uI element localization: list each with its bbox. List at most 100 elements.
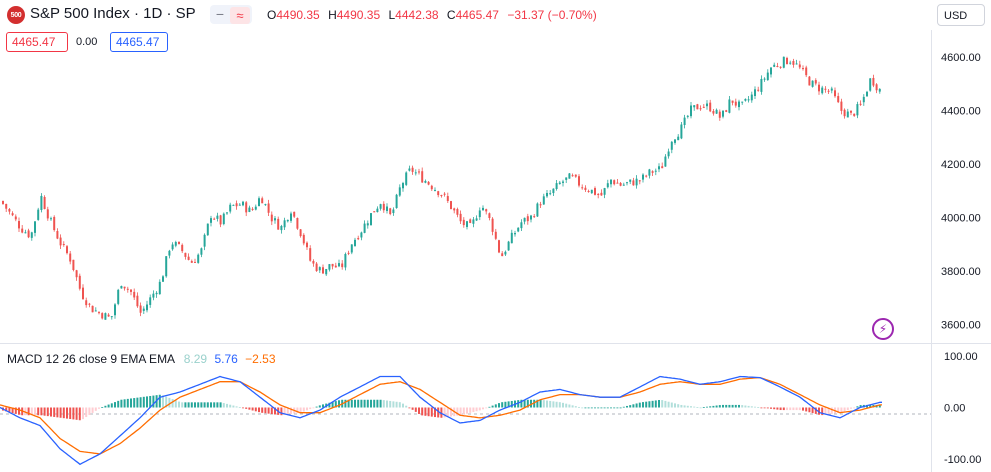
candle-body (440, 195, 443, 197)
candle-body (622, 184, 625, 186)
waves-icon[interactable]: ≈ (230, 6, 250, 24)
histogram-bar (408, 407, 411, 409)
histogram-bar (315, 406, 318, 408)
histogram-bar (363, 399, 366, 408)
histogram-bar (619, 407, 622, 409)
histogram-bar (158, 394, 161, 408)
candle-body (766, 72, 769, 81)
histogram-bar (126, 398, 129, 408)
candle-body (219, 215, 222, 225)
histogram-bar (66, 407, 68, 419)
histogram-bar (699, 407, 702, 409)
candle-body (702, 106, 705, 108)
histogram-bar (91, 407, 94, 413)
histogram-bar (389, 400, 392, 408)
collapse-minus-icon[interactable]: − (215, 6, 225, 22)
histogram-bar (181, 402, 184, 408)
candle-body (226, 212, 228, 214)
histogram-bar (402, 403, 404, 408)
histogram-bar (8, 407, 11, 413)
lightning-icon[interactable]: ⚡ (872, 318, 894, 340)
candle-body (530, 215, 532, 220)
macd-legend[interactable]: MACD 12 26 close 9 EMA EMA 8.29 5.76 −2.… (7, 352, 276, 366)
histogram-bar (510, 400, 513, 408)
candle-body (789, 62, 792, 64)
candle-body (837, 96, 840, 103)
candle-body (504, 251, 507, 255)
symbol-title[interactable]: S&P 500 Index · 1D · SP (30, 5, 196, 22)
histogram-bar (504, 401, 507, 408)
histogram-bar (770, 407, 772, 409)
candle-body (536, 203, 539, 217)
candle-body (171, 244, 174, 250)
histogram-bar (75, 407, 78, 420)
macd-histogram (2, 394, 881, 421)
candle-body (389, 208, 392, 215)
histogram-bar (11, 407, 14, 414)
candle-body (616, 182, 619, 184)
histogram-bar (46, 407, 49, 417)
histogram-bar (146, 396, 148, 408)
candle-body (398, 187, 401, 196)
ask-price-button[interactable]: 4465.47 (110, 32, 168, 52)
candle-body (363, 223, 366, 233)
legend-toggle[interactable]: − ≈ (210, 5, 252, 24)
histogram-bar (718, 405, 721, 408)
histogram-bar (475, 407, 478, 412)
close-value: 4465.47 (455, 8, 499, 22)
histogram-bar (123, 399, 126, 408)
histogram-bar (251, 407, 254, 411)
histogram-bar (792, 407, 795, 411)
histogram-bar (498, 403, 500, 408)
candle-body (798, 64, 801, 68)
candle-body (520, 222, 523, 229)
histogram-bar (600, 407, 603, 409)
candle-body (341, 263, 344, 268)
histogram-bar (616, 407, 619, 409)
currency-selector[interactable]: USD (937, 4, 985, 26)
histogram-bar (379, 399, 382, 408)
price-tick-label: 4400.00 (941, 105, 981, 117)
candle-body (40, 195, 43, 210)
histogram-bar (306, 407, 308, 411)
candle-body (808, 76, 811, 86)
bid-price-button[interactable]: 4465.47 (6, 32, 68, 52)
histogram-bar (139, 397, 142, 408)
histogram-bar (450, 407, 452, 417)
histogram-bar (53, 407, 56, 417)
candle-body (507, 241, 510, 251)
candle-body (606, 183, 609, 188)
histogram-bar (757, 407, 760, 408)
candle-body (56, 231, 59, 239)
histogram-bar (85, 407, 88, 418)
histogram-bar (712, 405, 715, 408)
candle-body (600, 192, 603, 196)
histogram-bar (286, 407, 289, 415)
macd-axis[interactable]: 100.00 0.00 -100.00 (944, 351, 981, 466)
candle-body (82, 287, 84, 299)
candle-body (501, 253, 504, 257)
candle-body (418, 171, 420, 173)
histogram-bar (203, 402, 206, 408)
candle-body (664, 156, 667, 167)
ohlc-values: O4490.35 H4490.35 L4442.38 C4465.47 −31.… (267, 8, 597, 22)
candle-body (683, 117, 686, 126)
histogram-bar (667, 401, 670, 408)
candle-body (344, 253, 347, 268)
candle-body (744, 98, 747, 101)
price-axis[interactable]: 4600.00 4400.00 4200.00 4000.00 3800.00 3600.… (941, 52, 981, 332)
histogram-bar (610, 407, 612, 409)
candle-body (187, 256, 190, 260)
histogram-bar (754, 406, 756, 408)
candle-body (862, 96, 865, 103)
candle-body (715, 109, 718, 114)
candle-body (350, 244, 353, 253)
histogram-bar (642, 402, 644, 408)
candle-body (312, 260, 315, 264)
histogram-bar (98, 407, 100, 409)
candle-body (776, 66, 779, 68)
candle-body (456, 208, 459, 215)
histogram-bar (149, 395, 152, 408)
histogram-bar (565, 403, 568, 408)
